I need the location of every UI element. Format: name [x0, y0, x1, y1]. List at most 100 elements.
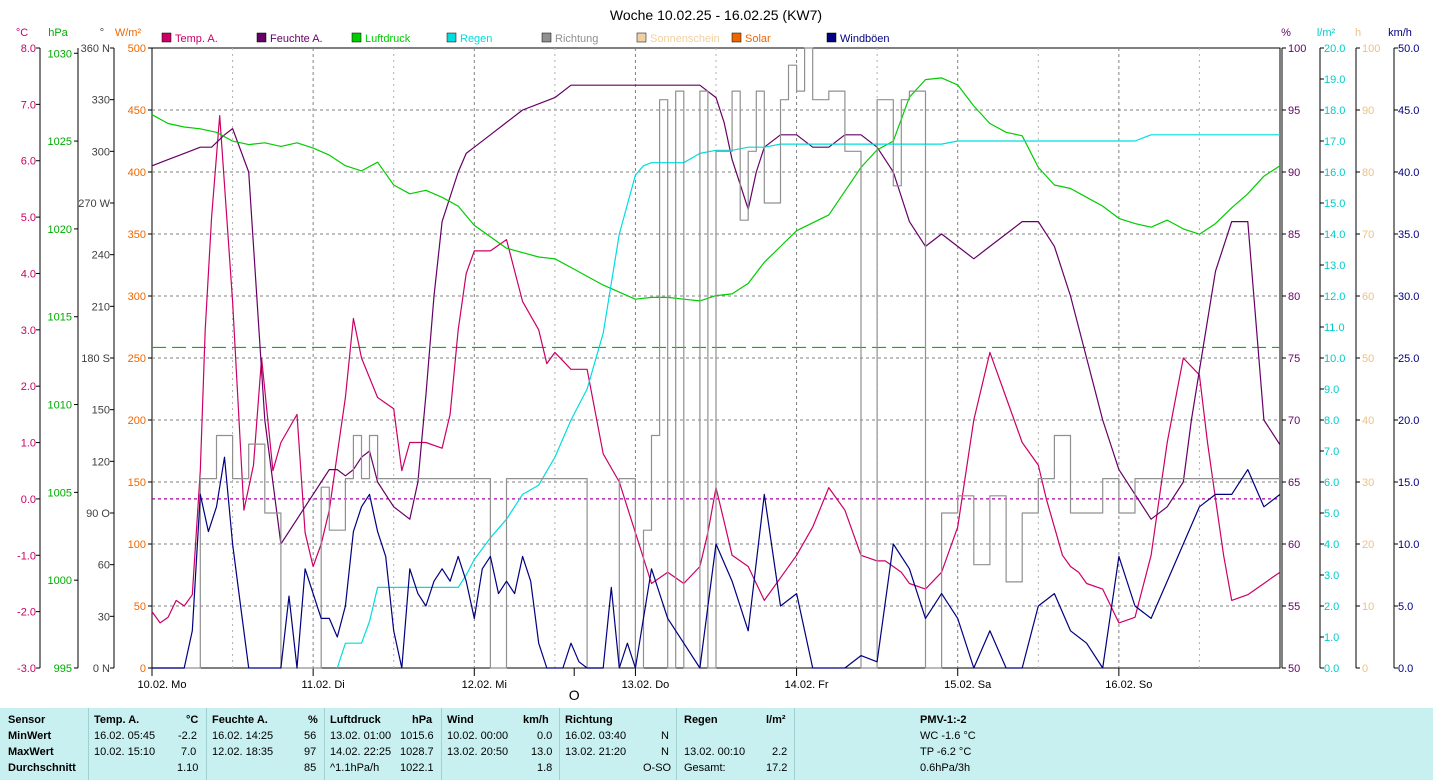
- wind-tick-label: 45.0: [1398, 105, 1419, 117]
- hum-tick-label: 90: [1288, 167, 1300, 179]
- rain-tick-label: 17.0: [1324, 136, 1345, 148]
- stats-col-sensor: Sensor MinWert MaxWert Durchschnitt: [0, 708, 89, 780]
- dir-tick-label: 210: [92, 301, 110, 313]
- dir-max-time: 13.02. 21:20: [565, 746, 627, 758]
- header-dir: Richtung: [565, 714, 613, 726]
- wind-tick-label: 0.0: [1398, 663, 1413, 675]
- rain-tick-label: 19.0: [1324, 74, 1345, 86]
- x-tick-label: 11.02. Di: [302, 679, 345, 691]
- temp-tick-label: 4.0: [21, 268, 36, 280]
- header-rain: Regen: [684, 714, 718, 726]
- temp-tick-label: -3.0: [17, 663, 36, 675]
- hum-tick-label: 85: [1288, 229, 1300, 241]
- hum-tick-label: 80: [1288, 291, 1300, 303]
- rain-tick-label: 13.0: [1324, 260, 1345, 272]
- header-wind-unit: km/h: [523, 714, 549, 726]
- sun-tick-label: 80: [1362, 167, 1374, 179]
- temp-tick-label: 7.0: [21, 99, 36, 111]
- legend-swatch-richtung: [541, 32, 552, 43]
- rain-tick-label: 11.0: [1324, 322, 1345, 334]
- wind-tick-label: 50.0: [1398, 43, 1419, 55]
- wind-tick-label: 15.0: [1398, 477, 1419, 489]
- rain-tick-label: 16.0: [1324, 167, 1345, 179]
- stats-col-wind: Wind km/h 10.02. 00:00 0.0 13.02. 20:50 …: [441, 708, 560, 780]
- pmv-trend: 0.6hPa/3h: [920, 762, 971, 774]
- solar-tick-label: 350: [128, 229, 146, 241]
- temp-avg-value: 1.10: [177, 762, 199, 774]
- wind-max-value: 13.0: [531, 746, 553, 758]
- sun-tick-label: 50: [1362, 353, 1374, 365]
- row-label-min: MinWert: [8, 730, 52, 742]
- stats-col-dir: Richtung 16.02. 03:40 N 13.02. 21:20 N O…: [559, 708, 677, 780]
- row-label-max: MaxWert: [8, 746, 54, 758]
- hum-tick-label: 65: [1288, 477, 1300, 489]
- rain-max-value: 2.2: [772, 746, 788, 758]
- header-pmv: PMV-1:-2: [920, 714, 967, 726]
- weather-chart: Woche 10.02.25 - 16.02.25 (KW7) 10.02. Mo…: [16, 7, 1420, 703]
- legend-label-feuchte-a: Feuchte A.: [270, 33, 323, 45]
- temp-tick-label: -1.0: [17, 550, 36, 562]
- press-tick-label: 995: [54, 663, 72, 675]
- press-tick-label: 1020: [48, 224, 72, 236]
- dir-min-value: N: [661, 730, 669, 742]
- rain-tick-label: 5.0: [1324, 508, 1339, 520]
- temp-min-time: 16.02. 05:45: [94, 730, 156, 742]
- x-tick-label: 15.02. Sa: [944, 679, 992, 691]
- x-tick-label: 16.02. So: [1105, 679, 1152, 691]
- rain-total-value: 17.2: [766, 762, 788, 774]
- legend-label-regen: Regen: [460, 33, 492, 45]
- solar-tick-label: 150: [128, 477, 146, 489]
- sun-tick-label: 30: [1362, 477, 1374, 489]
- header-sensor: Sensor: [8, 714, 46, 726]
- legend-label-temp-a: Temp. A.: [175, 33, 218, 45]
- hum-min-value: 56: [304, 730, 317, 742]
- wind-avg-value: 1.8: [537, 762, 553, 774]
- legend-swatch-luftdruck: [351, 32, 362, 43]
- sun-tick-label: 70: [1362, 229, 1374, 241]
- chart-title: Woche 10.02.25 - 16.02.25 (KW7): [610, 7, 822, 23]
- temp-tick-label: 1.0: [21, 438, 36, 450]
- legend-swatch-regen: [446, 32, 457, 43]
- pmv-wc: WC -1.6 °C: [920, 730, 976, 742]
- sun-tick-label: 10: [1362, 601, 1374, 613]
- dir-tick-label: 60: [98, 560, 110, 572]
- wind-tick-label: 35.0: [1398, 229, 1419, 241]
- legend-label-sonnenschein: Sonnenschein: [650, 33, 720, 45]
- solar-tick-label: 500: [128, 43, 146, 55]
- row-label-avg: Durchschnitt: [8, 762, 76, 774]
- header-hum: Feuchte A.: [212, 714, 268, 726]
- sun-tick-label: 90: [1362, 105, 1374, 117]
- hum-avg-value: 85: [304, 762, 317, 774]
- wind-tick-label: 30.0: [1398, 291, 1419, 303]
- legend-swatch-temp-a: [161, 32, 172, 43]
- press-tick-label: 1025: [48, 136, 72, 148]
- hum-tick-label: 75: [1288, 353, 1300, 365]
- wind-tick-label: 20.0: [1398, 415, 1419, 427]
- sun-tick-label: 20: [1362, 539, 1374, 551]
- press-tick-label: 1005: [48, 487, 72, 499]
- header-temp: Temp. A.: [94, 714, 140, 726]
- press-tick-label: 1000: [48, 575, 72, 587]
- temp-tick-label: 2.0: [21, 381, 36, 393]
- wind-tick-label: 5.0: [1398, 601, 1413, 613]
- hum-tick-label: 95: [1288, 105, 1300, 117]
- rain-max-time: 13.02. 00:10: [684, 746, 746, 758]
- legend-swatch-sonnenschein: [636, 32, 647, 43]
- rain-tick-label: 8.0: [1324, 415, 1339, 427]
- hum-tick-label: 60: [1288, 539, 1300, 551]
- rain-tick-label: 4.0: [1324, 539, 1339, 551]
- dir-axis-unit: °: [100, 27, 104, 39]
- statistics-table: Sensor MinWert MaxWert Durchschnitt Temp…: [0, 708, 1433, 780]
- series-richtung: [152, 47, 1280, 669]
- press-min-value: 1015.6: [400, 730, 434, 742]
- header-press-unit: hPa: [412, 714, 433, 726]
- header-wind: Wind: [447, 714, 474, 726]
- pmv-tp: TP -6.2 °C: [920, 746, 972, 758]
- sun-tick-label: 60: [1362, 291, 1374, 303]
- hum-tick-label: 70: [1288, 415, 1300, 427]
- sun-tick-label: 40: [1362, 415, 1374, 427]
- stats-col-hum: Feuchte A. % 16.02. 14:25 56 12.02. 18:3…: [206, 708, 325, 780]
- wind-tick-label: 10.0: [1398, 539, 1419, 551]
- temp-tick-label: 3.0: [21, 325, 36, 337]
- hum-max-value: 97: [304, 746, 317, 758]
